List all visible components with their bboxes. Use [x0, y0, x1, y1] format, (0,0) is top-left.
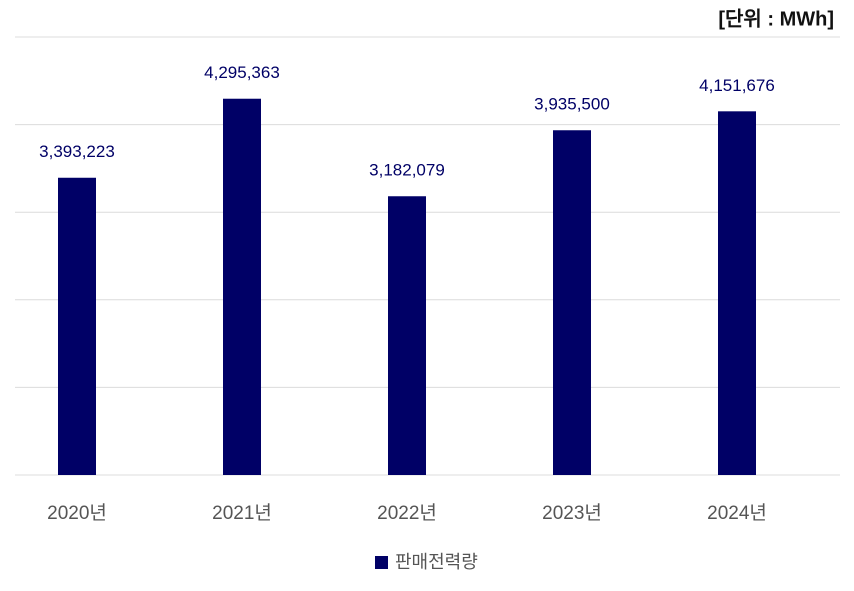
x-tick-label: 2022년	[377, 502, 437, 524]
value-label: 4,151,676	[699, 76, 775, 95]
value-label: 4,295,363	[204, 63, 280, 82]
bar	[58, 177, 96, 475]
bar	[223, 98, 261, 476]
bar	[553, 130, 591, 476]
x-tick-label: 2020년	[47, 502, 107, 524]
value-label: 3,935,500	[534, 95, 610, 114]
bar	[718, 111, 756, 476]
unit-label: [단위 : MWh]	[718, 7, 834, 30]
x-tick-label: 2021년	[212, 502, 272, 524]
legend-label: 판매전력량	[395, 552, 478, 572]
value-label: 3,393,223	[39, 142, 115, 161]
bar	[388, 196, 426, 475]
x-tick-label: 2024년	[707, 502, 767, 524]
legend-swatch	[375, 556, 388, 569]
x-tick-label: 2023년	[542, 502, 602, 524]
value-label: 3,182,079	[369, 161, 445, 180]
